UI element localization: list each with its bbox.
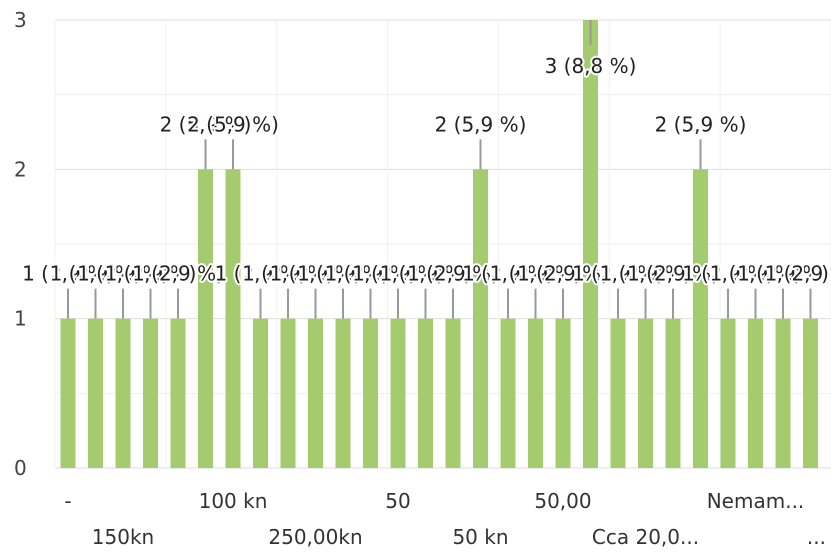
bar bbox=[693, 169, 708, 469]
bar bbox=[335, 318, 351, 468]
bar bbox=[748, 318, 763, 468]
bar-layer bbox=[60, 20, 818, 469]
bar bbox=[445, 318, 461, 468]
y-tick-label: 3 bbox=[14, 8, 27, 32]
data-label: 1 (2,9 %) bbox=[105, 262, 197, 286]
data-label: 1 (2,9 %) bbox=[325, 262, 417, 286]
data-label: 1 (2,9 %) bbox=[710, 262, 802, 286]
data-label: 1 (2,9 %) bbox=[407, 262, 499, 286]
y-tick-label: 1 bbox=[14, 307, 27, 331]
data-label: 1 (2,9 %) bbox=[352, 262, 444, 286]
data-label: 1 (2,9 %) bbox=[380, 262, 472, 286]
leader-layer bbox=[67, 20, 812, 319]
bar bbox=[500, 318, 516, 468]
data-label: 1 (2,9 %) bbox=[50, 262, 142, 286]
bar bbox=[88, 318, 103, 468]
bar bbox=[253, 318, 268, 468]
bar bbox=[390, 318, 406, 468]
x-tick-label: 150kn bbox=[92, 525, 154, 549]
data-label: 2 (5,9 %) bbox=[160, 112, 252, 136]
x-tick-label: Nemam... bbox=[707, 489, 805, 513]
data-label: 1 (2,9 %) bbox=[682, 262, 774, 286]
bar bbox=[170, 318, 186, 468]
x-tick-label: 250,00kn bbox=[268, 525, 362, 549]
bar bbox=[308, 318, 323, 468]
bar bbox=[803, 318, 818, 468]
bar bbox=[665, 318, 681, 468]
bar bbox=[198, 169, 213, 469]
x-tick-label: ... bbox=[807, 525, 826, 549]
bar bbox=[775, 318, 791, 468]
data-label: 1 (2,9 %) bbox=[132, 262, 224, 286]
data-label: 1 (2,9 %) bbox=[765, 262, 831, 286]
bar bbox=[115, 318, 131, 468]
data-label: 1 (2,9 %) bbox=[242, 262, 334, 286]
data-label: 1 (2,9 %) bbox=[600, 262, 692, 286]
x-tick-label: 50 bbox=[385, 489, 410, 513]
data-label: 1 (2,9 %) bbox=[270, 262, 362, 286]
bar bbox=[60, 318, 76, 468]
data-label: 2 (5,9 %) bbox=[187, 112, 279, 136]
y-tick-label: 2 bbox=[14, 157, 27, 181]
x-tick-label: 50 kn bbox=[452, 525, 508, 549]
x-tick-label: Cca 20,0... bbox=[592, 525, 699, 549]
grid-layer bbox=[54, 19, 831, 469]
data-label: 1 (2,9 %) bbox=[297, 262, 389, 286]
bar bbox=[225, 169, 241, 469]
data-label: 1 (2,9 %) bbox=[490, 262, 582, 286]
data-label: 1 (2,9 %) bbox=[737, 262, 829, 286]
data-label: 1 (2,9 %) bbox=[572, 262, 664, 286]
bar bbox=[363, 318, 378, 468]
bar bbox=[610, 318, 626, 468]
bar bbox=[583, 20, 598, 468]
bar bbox=[638, 318, 653, 468]
x-tick-label: 50,00 bbox=[534, 489, 591, 513]
y-tick-label: 0 bbox=[14, 456, 27, 480]
bar bbox=[280, 318, 296, 468]
data-label: 2 (5,9 %) bbox=[655, 112, 747, 136]
data-label: 1 (2,9 %) bbox=[517, 262, 609, 286]
x-tick-label: - bbox=[64, 489, 71, 513]
bar bbox=[143, 318, 158, 468]
data-label: 1 (2,9 %) bbox=[77, 262, 169, 286]
bar bbox=[528, 318, 543, 468]
data-label: 2 (5,9 %) bbox=[435, 112, 527, 136]
data-label: 1 (2,9 %) bbox=[627, 262, 719, 286]
data-label: 1 (2,9 %) bbox=[22, 262, 114, 286]
data-label-layer: 1 (2,9 %)1 (2,9 %)1 (2,9 %)1 (2,9 %)1 (2… bbox=[20, 52, 831, 288]
x-tick-label: 100 kn bbox=[199, 489, 268, 513]
bar bbox=[418, 318, 433, 468]
data-label: 1 (2,9 %) bbox=[215, 262, 307, 286]
bar bbox=[473, 169, 488, 469]
data-label: 1 (2,9 %) bbox=[462, 262, 554, 286]
data-label: 3 (8,8 %) bbox=[545, 54, 637, 78]
bar bbox=[720, 318, 736, 468]
bar bbox=[555, 318, 571, 468]
